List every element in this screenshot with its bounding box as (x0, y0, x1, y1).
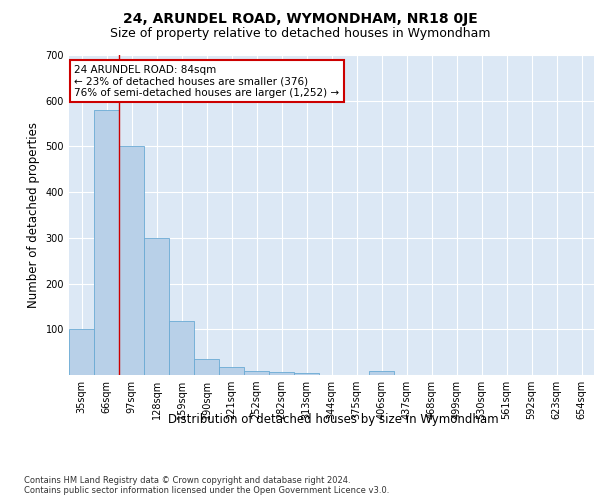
Text: 24, ARUNDEL ROAD, WYMONDHAM, NR18 0JE: 24, ARUNDEL ROAD, WYMONDHAM, NR18 0JE (122, 12, 478, 26)
Bar (219, 367, 244, 375)
Text: 24 ARUNDEL ROAD: 84sqm
← 23% of detached houses are smaller (376)
76% of semi-de: 24 ARUNDEL ROAD: 84sqm ← 23% of detached… (74, 64, 340, 98)
Bar (244, 372, 269, 375)
Bar (119, 146, 144, 375)
Bar (369, 372, 394, 375)
Bar (94, 110, 119, 375)
Bar (169, 321, 194, 375)
Bar (294, 372, 319, 375)
Bar (69, 330, 94, 375)
Bar (269, 372, 294, 375)
Y-axis label: Number of detached properties: Number of detached properties (27, 122, 40, 308)
Text: Distribution of detached houses by size in Wymondham: Distribution of detached houses by size … (167, 412, 499, 426)
Text: Size of property relative to detached houses in Wymondham: Size of property relative to detached ho… (110, 28, 490, 40)
Text: Contains HM Land Registry data © Crown copyright and database right 2024.
Contai: Contains HM Land Registry data © Crown c… (24, 476, 389, 495)
Bar (144, 238, 169, 375)
Bar (194, 359, 219, 375)
